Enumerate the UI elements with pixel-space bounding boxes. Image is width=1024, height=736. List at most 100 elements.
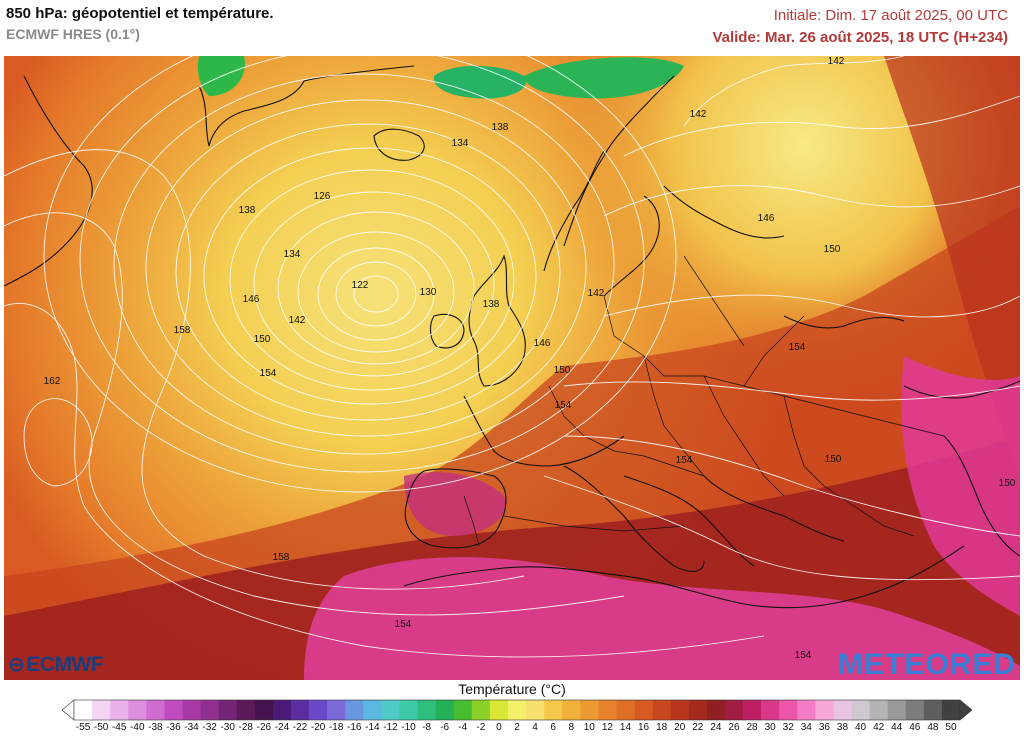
contour-label: 138 — [483, 299, 500, 310]
colorbar-tick-label: 50 — [945, 722, 957, 733]
colorbar-tick-label: 42 — [873, 722, 885, 733]
colorbar-tick-label: 2 — [514, 722, 520, 733]
contour-label: 122 — [352, 280, 369, 291]
colorbar-tick-label: -22 — [292, 722, 308, 733]
colorbar-swatch — [634, 700, 653, 720]
colorbar-swatch — [688, 700, 708, 720]
colorbar-swatch — [616, 700, 635, 720]
contour-label: 150 — [554, 365, 571, 376]
colorbar-swatch — [706, 700, 726, 720]
contour-label: 158 — [273, 552, 290, 563]
colorbar-swatch — [200, 700, 219, 720]
colorbar-tick-label: -40 — [130, 722, 145, 733]
colorbar-tick-label: -24 — [274, 722, 290, 733]
ecmwf-symbol-icon: ⊖ — [8, 654, 25, 676]
contour-label: 154 — [676, 455, 693, 466]
contour-label: 154 — [795, 650, 812, 661]
colorbar-swatch — [254, 700, 274, 720]
colorbar-tick-label: -4 — [458, 722, 468, 733]
contour-label: 146 — [758, 213, 775, 224]
colorbar-tick-label: 38 — [836, 722, 849, 733]
colorbar-swatch — [182, 700, 201, 720]
colorbar-swatch — [923, 700, 943, 720]
colorbar-swatch — [164, 700, 183, 720]
contour-label: 150 — [824, 244, 841, 255]
colorbar-tick-label: 28 — [746, 722, 758, 733]
colorbar-swatch — [507, 700, 527, 720]
colorbar-tick-label: 20 — [674, 722, 686, 733]
colorbar-swatch — [815, 700, 834, 720]
contour-label: 162 — [44, 376, 61, 387]
map-title: 850 hPa: géopotentiel et température. — [6, 5, 274, 22]
colorbar-swatch — [471, 700, 491, 720]
contour-labels: 142 138 134 142 126 138 146 134 150 122 130 138 142 1… — [44, 56, 1016, 661]
weather-map: 142 138 134 142 126 138 146 134 150 122 130 138 142 1… — [4, 56, 1020, 680]
colorbar-tick-label: 8 — [568, 722, 575, 733]
colorbar-tick-label: 12 — [601, 722, 613, 733]
colorbar-tick-label: -16 — [347, 722, 362, 733]
colorbar-swatch — [272, 700, 292, 720]
contour-label: 154 — [555, 400, 572, 411]
colorbar-swatch — [869, 700, 888, 720]
colorbar-tick-label: -26 — [256, 722, 272, 733]
colorbar-tick-label: -20 — [310, 722, 326, 733]
contour-label: 134 — [284, 249, 301, 260]
colorbar-swatch — [526, 700, 545, 720]
colorbar-tick-label: 34 — [800, 722, 812, 733]
colorbar-swatch — [670, 700, 690, 720]
colorbar-max-arrow — [959, 699, 972, 721]
contour-label: 154 — [260, 368, 277, 379]
colorbar-swatch — [290, 700, 310, 720]
contour-label: 134 — [452, 138, 469, 149]
contour-label: 150 — [254, 334, 271, 345]
colorbar-tick-label: -14 — [365, 722, 380, 733]
colorbar-swatch — [74, 700, 93, 720]
borders — [463, 255, 945, 547]
colorbar-tick-label: -50 — [93, 722, 109, 733]
colorbar-tick-label: 44 — [891, 722, 903, 733]
temperature-field — [4, 56, 1020, 680]
colorbar-swatch — [345, 700, 364, 720]
colorbar-swatch — [218, 700, 238, 720]
colorbar-swatch — [327, 700, 346, 720]
colorbar-tick-label: 16 — [638, 722, 650, 733]
colorbar-swatch — [381, 700, 400, 720]
colorbar-swatch — [128, 700, 147, 720]
colorbar-swatch — [941, 700, 961, 720]
colorbar-tick-label: 14 — [619, 722, 632, 733]
colorbar-tick-label: -28 — [238, 722, 253, 733]
colorbar-swatch — [905, 700, 925, 720]
legend-title: Température (°C) — [458, 681, 566, 697]
colorbar-tick-label: 46 — [909, 722, 921, 733]
model-name: ECMWF HRES (0.1°) — [6, 26, 140, 42]
colorbar-tick-label: 48 — [927, 722, 939, 733]
contour-label: 150 — [825, 454, 842, 465]
colorbar-tick-label: 4 — [532, 722, 538, 733]
colorbar-swatch — [851, 700, 870, 720]
contour-label: 154 — [395, 619, 412, 630]
coastlines — [4, 65, 1020, 609]
colorbar-swatch — [562, 700, 581, 720]
colorbar-swatch — [544, 700, 563, 720]
contour-label: 146 — [534, 338, 551, 349]
colorbar-min-arrow — [62, 699, 75, 721]
colorbar-tick-label: 36 — [818, 722, 830, 733]
colorbar-tick-label: 40 — [854, 722, 867, 733]
colorbar-tick-label: -34 — [184, 722, 199, 733]
colorbar-tick-label: -36 — [166, 722, 181, 733]
colorbar-tick-label: -18 — [328, 722, 344, 733]
valid-time: Valide: Mar. 26 août 2025, 18 UTC (H+234… — [712, 29, 1008, 46]
contour-label: 142 — [588, 288, 605, 299]
colorbar-tick-label: 18 — [656, 722, 668, 733]
colorbar-tick-label: -45 — [111, 722, 127, 733]
colorbar-tick-label: 22 — [692, 722, 704, 733]
init-time: Initiale: Dim. 17 août 2025, 00 UTC — [773, 7, 1008, 24]
colorbar-tick-label: -32 — [202, 722, 217, 733]
ecmwf-logo: ⊖ECMWF — [8, 653, 104, 676]
contour-label: 154 — [789, 342, 806, 353]
colorbar-swatch — [399, 700, 418, 720]
colorbar-swatch — [833, 700, 852, 720]
colorbar-swatch — [761, 700, 780, 720]
colorbar-ticks: -55 -50 -45 -40 -38 -36 -34 -32 -30 -28 -26 -24 -22-… — [0, 722, 1024, 736]
colorbar-tick-label: -6 — [440, 722, 450, 733]
